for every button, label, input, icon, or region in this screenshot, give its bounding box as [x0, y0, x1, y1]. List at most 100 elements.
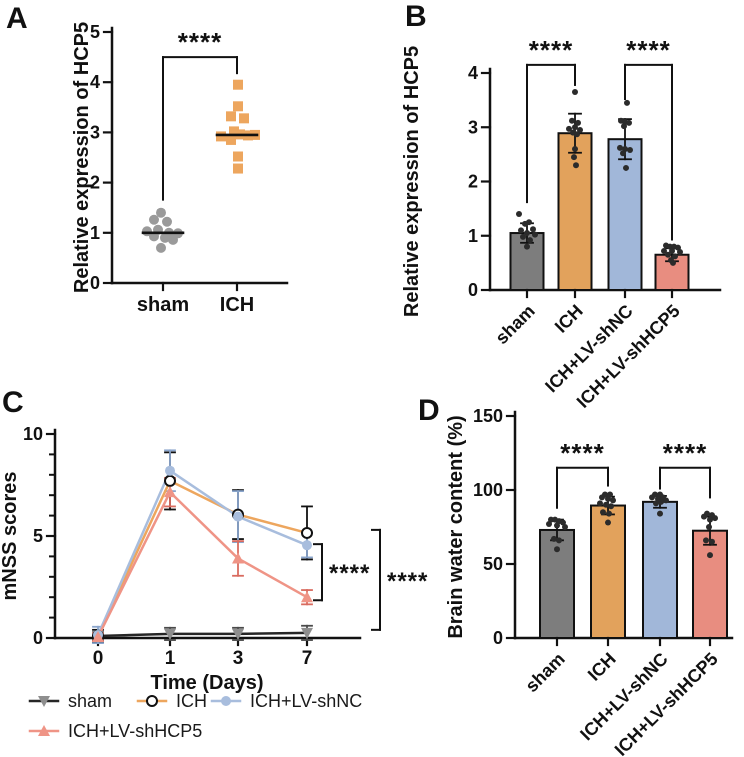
data-dot	[606, 510, 612, 517]
data-dot	[546, 521, 552, 528]
legend-label: sham	[68, 691, 112, 711]
data-dot	[670, 259, 676, 266]
x-category-label: sham	[521, 649, 568, 696]
data-dot	[623, 164, 629, 171]
data-dot	[516, 211, 522, 218]
series-point-ICH+LV-shNC	[302, 540, 312, 551]
data-point-ICH	[226, 111, 236, 122]
data-dot	[665, 251, 671, 258]
data-point-ICH	[233, 101, 243, 112]
data-dot	[620, 150, 626, 157]
series-point-ICH	[301, 526, 313, 539]
data-dot	[569, 117, 575, 124]
data-dot	[524, 243, 530, 250]
data-dot	[527, 237, 533, 244]
data-dot	[571, 154, 577, 161]
bar-ICH+LV-shNC	[607, 138, 643, 291]
data-dot	[554, 546, 560, 553]
series-point-ICH+LV-shHCP5	[164, 486, 176, 498]
data-dot	[572, 88, 578, 95]
series-point-ICH+LV-shNC	[165, 465, 175, 476]
data-dot	[566, 125, 572, 132]
y-tick-label: 0	[493, 628, 503, 648]
data-dot	[657, 510, 663, 517]
data-point-sham	[160, 232, 170, 243]
legend-marker-sham	[38, 696, 50, 707]
data-dot	[658, 498, 664, 505]
data-dot	[703, 537, 709, 544]
data-point-ICH	[233, 163, 243, 174]
data-dot	[572, 124, 578, 131]
significance-stars: ****	[626, 35, 670, 65]
data-dot	[556, 537, 562, 544]
data-dot	[677, 249, 683, 256]
data-dot	[575, 119, 581, 126]
data-dot	[649, 494, 655, 501]
y-tick-label: 3	[90, 122, 100, 142]
data-point-ICH	[233, 79, 243, 90]
y-axis-title: mNSS scores	[0, 472, 21, 601]
x-tick-label: 7	[302, 648, 313, 669]
y-tick-label: 3	[468, 117, 478, 137]
data-dot	[707, 552, 713, 559]
data-dot	[624, 99, 630, 106]
y-tick-label: 0	[468, 280, 478, 300]
data-dot	[627, 147, 633, 154]
data-dot	[605, 495, 611, 502]
y-axis-title: Brain water content (%)	[445, 415, 467, 638]
legend-label: ICH+LV-shNC	[250, 691, 362, 711]
data-dot	[574, 131, 580, 138]
series-line-ICH	[96, 479, 308, 637]
series-point-ICH	[164, 474, 176, 487]
series-line-ICH+LV-shNC	[96, 469, 308, 636]
y-tick-label: 2	[90, 173, 100, 193]
data-dot	[572, 145, 578, 152]
data-dot	[520, 233, 526, 240]
data-dot	[562, 524, 568, 530]
data-dot	[610, 497, 616, 504]
y-axis-title: Relative expression of HCP5	[401, 46, 423, 317]
data-point-sham	[149, 214, 159, 225]
data-dot	[522, 220, 528, 227]
legend-marker-ICH+LV-shNC	[221, 696, 231, 706]
bar-ICH	[590, 504, 626, 640]
x-tick-label: 3	[233, 648, 244, 669]
significance-stars: ****	[663, 438, 707, 468]
x-category-label: sham	[491, 301, 538, 348]
legend-marker-ICH+LV-shHCP5	[38, 725, 50, 736]
data-point-ICH	[239, 113, 249, 124]
data-point-ICH	[229, 126, 239, 137]
data-dot	[709, 538, 715, 545]
y-tick-label: 150	[473, 406, 503, 426]
x-tick-label: 1	[165, 648, 176, 669]
data-dot	[617, 144, 623, 151]
y-tick-label: 10	[23, 424, 43, 444]
series-line-ICH+LV-shHCP5	[96, 490, 308, 638]
panel-label-c: C	[2, 386, 24, 419]
data-point-sham	[156, 207, 166, 218]
y-tick-label: 4	[468, 63, 478, 83]
data-point-sham	[156, 242, 166, 253]
data-dot	[706, 524, 712, 530]
y-tick-label: 5	[33, 526, 43, 546]
legend-label: ICH	[176, 691, 207, 711]
x-axis-title: Time (Days)	[150, 672, 263, 694]
significance-stars: ****	[387, 568, 428, 595]
bar-ICH+LV-shHCP5	[692, 529, 728, 639]
data-point-sham	[162, 216, 172, 227]
data-dot	[663, 497, 669, 504]
data-dot	[532, 231, 538, 238]
y-tick-label: 100	[473, 480, 503, 500]
data-point-sham	[168, 234, 178, 245]
y-tick-label: 1	[468, 226, 478, 246]
data-dot	[626, 119, 632, 126]
series-point-sham	[232, 628, 244, 640]
data-dot	[524, 230, 530, 237]
series-line-sham	[97, 631, 308, 638]
panel-label-d: D	[418, 394, 440, 427]
y-tick-label: 2	[468, 172, 478, 192]
data-dot	[573, 162, 579, 169]
